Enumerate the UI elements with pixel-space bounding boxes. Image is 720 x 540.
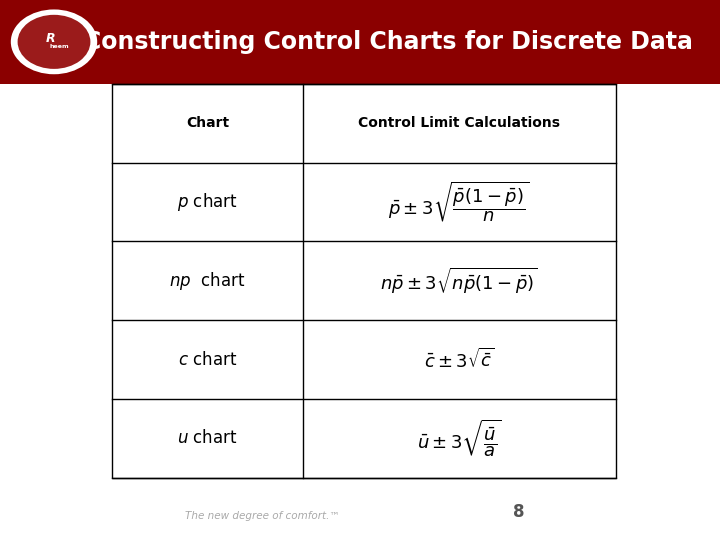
Text: heem: heem: [50, 44, 70, 49]
Text: $\it{c}$ chart: $\it{c}$ chart: [178, 350, 237, 369]
Text: $n\bar{p} \pm 3\sqrt{n\bar{p}(1-\bar{p})}$: $n\bar{p} \pm 3\sqrt{n\bar{p}(1-\bar{p})…: [380, 266, 539, 296]
Text: $\it{np}$  chart: $\it{np}$ chart: [169, 270, 246, 292]
Circle shape: [17, 14, 91, 70]
Circle shape: [11, 10, 97, 74]
Polygon shape: [0, 0, 720, 84]
Text: R: R: [45, 32, 55, 45]
Polygon shape: [0, 475, 720, 540]
Text: $\it{p}$ chart: $\it{p}$ chart: [177, 191, 238, 213]
Text: Chart: Chart: [186, 116, 229, 130]
Text: $\bar{u} \pm 3\sqrt{\dfrac{\bar{u}}{a}}$: $\bar{u} \pm 3\sqrt{\dfrac{\bar{u}}{a}}$: [417, 417, 502, 460]
Text: Control Limit Calculations: Control Limit Calculations: [359, 116, 560, 130]
Text: The new degree of comfort.™: The new degree of comfort.™: [186, 511, 340, 521]
Text: $\bar{c} \pm 3\sqrt{\bar{c}}$: $\bar{c} \pm 3\sqrt{\bar{c}}$: [424, 348, 495, 372]
Text: 8: 8: [513, 503, 524, 521]
Polygon shape: [0, 84, 720, 540]
Text: $\it{u}$ chart: $\it{u}$ chart: [177, 429, 238, 448]
Text: $\bar{p} \pm 3\sqrt{\dfrac{\bar{p}(1-\bar{p})}{n}}$: $\bar{p} \pm 3\sqrt{\dfrac{\bar{p}(1-\ba…: [388, 180, 531, 224]
Text: Constructing Control Charts for Discrete Data: Constructing Control Charts for Discrete…: [84, 30, 693, 54]
